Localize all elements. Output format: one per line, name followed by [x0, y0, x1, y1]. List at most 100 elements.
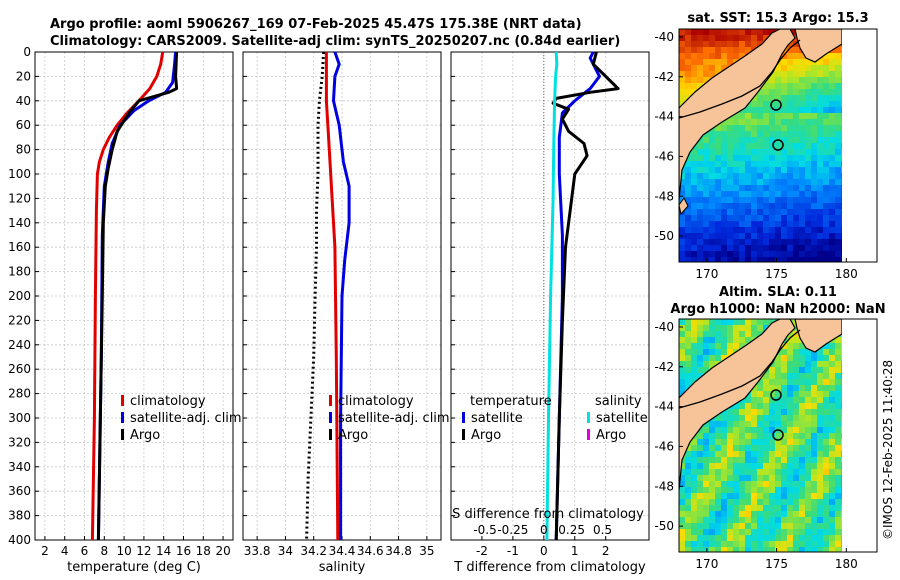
map-cell	[703, 71, 710, 78]
map-cell	[829, 257, 836, 262]
map-cell	[691, 173, 698, 180]
map-cell	[781, 137, 788, 144]
map-cell	[799, 481, 806, 488]
map-cell	[757, 167, 764, 174]
map-cell	[781, 523, 788, 530]
map-cell	[691, 517, 698, 524]
map-cell	[709, 319, 716, 326]
map-cell	[715, 257, 722, 262]
map-cell	[829, 161, 836, 168]
map-cell	[715, 185, 722, 192]
legend-swatch	[462, 412, 465, 423]
map-cell	[715, 233, 722, 240]
map-cell	[709, 179, 716, 186]
map-cell	[769, 529, 776, 536]
map-cell	[817, 349, 824, 356]
map-cell	[823, 493, 830, 500]
map-cell	[775, 493, 782, 500]
map-cell	[691, 541, 698, 548]
map-cell	[841, 445, 842, 452]
map-cell	[685, 77, 692, 84]
map-cell	[733, 251, 740, 258]
map-cell	[775, 149, 782, 156]
map-cell	[751, 499, 758, 506]
map-cell	[691, 185, 698, 192]
map-cell	[715, 197, 722, 204]
map-cell	[745, 173, 752, 180]
map-cell	[775, 547, 782, 552]
map-cell	[679, 185, 686, 192]
map-cell	[793, 403, 800, 410]
map-cell	[691, 197, 698, 204]
map-cell	[781, 71, 788, 78]
map-cell	[745, 487, 752, 494]
map-cell	[745, 451, 752, 458]
map-cell	[721, 499, 728, 506]
map-cell	[835, 505, 842, 512]
map-cell	[823, 209, 830, 216]
map-cell	[745, 233, 752, 240]
map-cell	[817, 77, 824, 84]
map-cell	[805, 89, 812, 96]
map-cell	[781, 83, 788, 90]
map-cell	[817, 65, 824, 72]
map-cell	[823, 83, 830, 90]
map-cell	[835, 185, 842, 192]
map-cell	[781, 463, 788, 470]
map-cell	[757, 197, 764, 204]
map-cell	[811, 77, 818, 84]
top-tick-label: -0.25	[497, 523, 528, 537]
map-cell	[829, 167, 836, 174]
map-cell	[745, 463, 752, 470]
map-cell	[811, 161, 818, 168]
map-cell	[835, 511, 842, 518]
map-cell	[781, 95, 788, 102]
legend-label: satellite-adj. clim	[130, 411, 242, 426]
map-cell	[733, 29, 740, 36]
legend-title-salinity: salinity	[595, 394, 642, 409]
map-cell	[793, 337, 800, 344]
map-cell	[733, 553, 740, 560]
map-cell	[841, 409, 842, 416]
map-cell	[739, 535, 746, 542]
map-cell	[829, 409, 836, 416]
map-cell	[793, 59, 800, 66]
map-cell	[709, 523, 716, 530]
map-cell	[805, 191, 812, 198]
map-cell	[775, 65, 782, 72]
map-cell	[799, 191, 806, 198]
map-cell	[745, 523, 752, 530]
map-cell	[805, 415, 812, 422]
map-cell	[709, 457, 716, 464]
map-cell	[757, 421, 764, 428]
map-cell	[703, 29, 710, 36]
map-cell	[679, 475, 686, 482]
map-cell	[739, 457, 746, 464]
map-cell	[811, 173, 818, 180]
map-cell	[679, 71, 686, 78]
map-cell	[679, 463, 686, 470]
map-cell	[739, 403, 746, 410]
map-cell	[685, 179, 692, 186]
map-cell	[823, 89, 830, 96]
map-cell	[817, 233, 824, 240]
map-cell	[829, 511, 836, 518]
ytick-label: 0	[23, 45, 31, 59]
map-cell	[739, 197, 746, 204]
map-cell	[709, 505, 716, 512]
map-cell	[721, 487, 728, 494]
temperature-profile-panel: 0204060801001201401601802002202402602803…	[8, 45, 242, 575]
map-cell	[739, 409, 746, 416]
map-cell	[811, 529, 818, 536]
map-cell	[799, 457, 806, 464]
ytick-label: 160	[8, 240, 31, 254]
map-cell	[793, 529, 800, 536]
map-cell	[739, 331, 746, 338]
map-cell	[793, 415, 800, 422]
map-cell	[811, 257, 818, 262]
map-cell	[811, 553, 818, 560]
map-cell	[739, 149, 746, 156]
map-cell	[781, 481, 788, 488]
map-cell	[727, 529, 734, 536]
map-cell	[841, 547, 842, 552]
